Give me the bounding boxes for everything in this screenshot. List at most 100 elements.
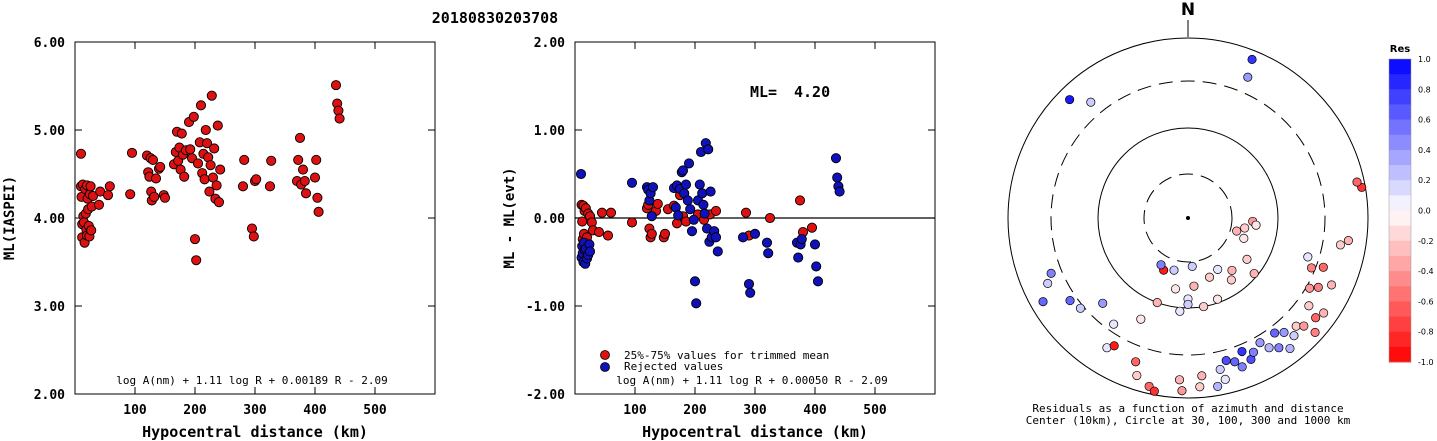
azimuth-point: [1086, 97, 1096, 107]
azimuth-point: [1169, 265, 1179, 275]
data-point: [710, 232, 722, 243]
data-point: [626, 177, 638, 188]
data-point: [593, 227, 605, 238]
azimuth-point: [1213, 264, 1223, 274]
data-point: [794, 195, 806, 206]
azimuth-point: [1304, 301, 1314, 311]
x-tick-label: 400: [303, 403, 327, 418]
epicenter-marker: [1186, 216, 1190, 220]
data-point: [209, 143, 220, 154]
data-point: [809, 239, 821, 250]
data-point: [188, 111, 199, 122]
x-tick-label: 100: [123, 403, 147, 418]
azimuth-point: [1213, 294, 1223, 304]
data-point: [764, 212, 776, 224]
data-point: [85, 181, 96, 192]
data-point: [686, 226, 698, 237]
x-tick-label: 300: [243, 403, 267, 418]
x-tick-label: 200: [683, 403, 707, 418]
data-point: [646, 211, 657, 222]
data-point: [577, 216, 588, 227]
colorbar-frame: [1388, 58, 1412, 363]
data-point: [191, 255, 202, 266]
y-tick-label: 6.00: [34, 36, 65, 51]
legend-label-rejected: Rejected values: [624, 360, 723, 373]
azimuth-point: [1343, 235, 1353, 246]
azimuth-point: [1227, 265, 1237, 275]
colorbar-tick-label: 0.2: [1418, 176, 1431, 185]
colorbar-tick-label: -1.0: [1418, 358, 1434, 367]
azimuth-point: [1313, 282, 1323, 292]
azimuth-point: [1149, 386, 1159, 396]
y-tick-label: 5.00: [34, 124, 65, 139]
azimuth-point: [1226, 275, 1236, 285]
azimuth-panel: N Residuals as a function of azimuth and…: [1007, 0, 1369, 427]
data-point: [212, 120, 223, 131]
azimuth-point: [1170, 284, 1181, 294]
data-point: [697, 188, 708, 199]
azimuth-point: [1239, 233, 1249, 243]
data-point: [192, 158, 204, 169]
data-point: [685, 204, 696, 215]
azimuth-point: [1310, 327, 1320, 337]
colorbar-cell: [1389, 74, 1411, 90]
colorbar-cell: [1389, 134, 1411, 151]
data-point: [300, 188, 312, 199]
colorbar-cell: [1389, 59, 1411, 75]
data-point: [159, 192, 171, 203]
azimuth-point: [1187, 261, 1197, 271]
data-point: [626, 217, 638, 228]
y-tick-label: 2.00: [534, 36, 565, 51]
colorbar-tick-label: -0.4: [1418, 267, 1434, 276]
data-point: [200, 124, 211, 136]
azimuth-point: [1318, 262, 1328, 272]
residual-formula: log A(nm) + 1.11 log R + 0.00050 R - 2.0…: [616, 374, 888, 387]
data-point: [176, 128, 187, 139]
legend-label-accepted: 25%-75% values for trimmed mean: [624, 349, 829, 362]
data-point: [680, 179, 692, 190]
azimuth-point: [1311, 313, 1321, 323]
colorbar-cell: [1389, 225, 1411, 242]
azimuth-point: [1221, 356, 1231, 366]
data-point: [201, 138, 213, 149]
colorbar-cell: [1389, 195, 1411, 211]
data-point: [605, 207, 617, 218]
colorbar-cell: [1389, 180, 1411, 196]
data-point: [740, 207, 752, 218]
azimuth-point: [1046, 268, 1056, 278]
azimuth-point: [1285, 343, 1295, 354]
data-point: [699, 208, 710, 219]
data-point: [239, 154, 250, 165]
data-point: [745, 287, 756, 298]
data-point: [659, 228, 671, 239]
data-point: [694, 179, 705, 190]
data-point: [149, 191, 160, 202]
azimuth-point: [1215, 364, 1225, 374]
azimuth-point: [1065, 95, 1075, 105]
colorbar-tick-label: 0.4: [1418, 146, 1431, 155]
data-point: [211, 180, 222, 191]
residual-ticks: -2.00 -1.00 0.00 1.00 2.00 100 200 300 400 500: [526, 36, 935, 418]
y-tick-label: 0.00: [534, 212, 565, 227]
data-point: [646, 228, 657, 239]
data-point: [126, 147, 138, 158]
colorbar-cell: [1389, 316, 1411, 333]
data-point: [689, 276, 701, 287]
data-point: [185, 144, 196, 155]
data-point: [237, 181, 249, 192]
data-point: [266, 155, 277, 166]
azimuth-caption-line2: Center (10km), Circle at 30, 100, 300 an…: [1026, 414, 1351, 427]
data-point: [683, 158, 695, 169]
x-tick-label: 200: [183, 403, 207, 418]
y-tick-label: -2.00: [526, 388, 565, 403]
data-point: [673, 210, 684, 221]
data-point: [213, 197, 225, 208]
data-point: [596, 207, 608, 218]
colorbar-cell: [1389, 165, 1411, 181]
azimuth-point: [1247, 54, 1257, 65]
azimuth-point: [1220, 374, 1230, 384]
x-tick-label: 500: [363, 403, 387, 418]
data-point: [75, 148, 87, 159]
ring-1000km: [1007, 37, 1369, 399]
